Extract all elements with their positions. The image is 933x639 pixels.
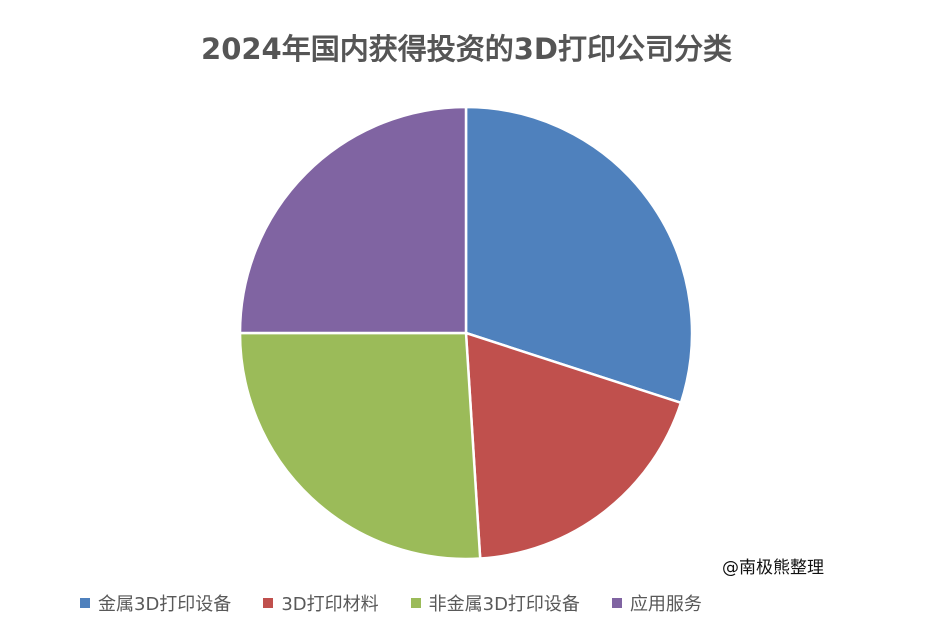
pie-slice-0 xyxy=(464,105,694,405)
pie-slice-2 xyxy=(238,331,482,561)
legend-item-metal-printer: 金属3D打印设备 xyxy=(80,590,231,616)
legend-label: 金属3D打印设备 xyxy=(98,594,232,615)
pie-slice-3 xyxy=(238,105,468,335)
legend-swatch xyxy=(80,598,90,608)
legend-label: 3D打印材料 xyxy=(281,594,379,615)
legend-swatch xyxy=(611,598,622,608)
legend-item-materials: 3D打印材料 xyxy=(263,590,379,616)
legend-item-nonmetal-printer: 非金属3D打印设备 xyxy=(410,590,580,616)
legend-label: 非金属3D打印设备 xyxy=(428,594,580,615)
legend-swatch xyxy=(263,598,274,608)
legend-item-services: 应用服务 xyxy=(611,590,702,616)
watermark-text: @南极熊整理 xyxy=(722,558,824,578)
legend-swatch xyxy=(410,598,421,608)
legend-label: 应用服务 xyxy=(629,594,702,615)
pie-slice-1 xyxy=(464,331,683,560)
chart-title: 2024年国内获得投资的3D打印公司分类 xyxy=(201,32,732,66)
chart-legend: 金属3D打印设备 3D打印材料 非金属3D打印设备 应用服务 xyxy=(80,590,702,616)
